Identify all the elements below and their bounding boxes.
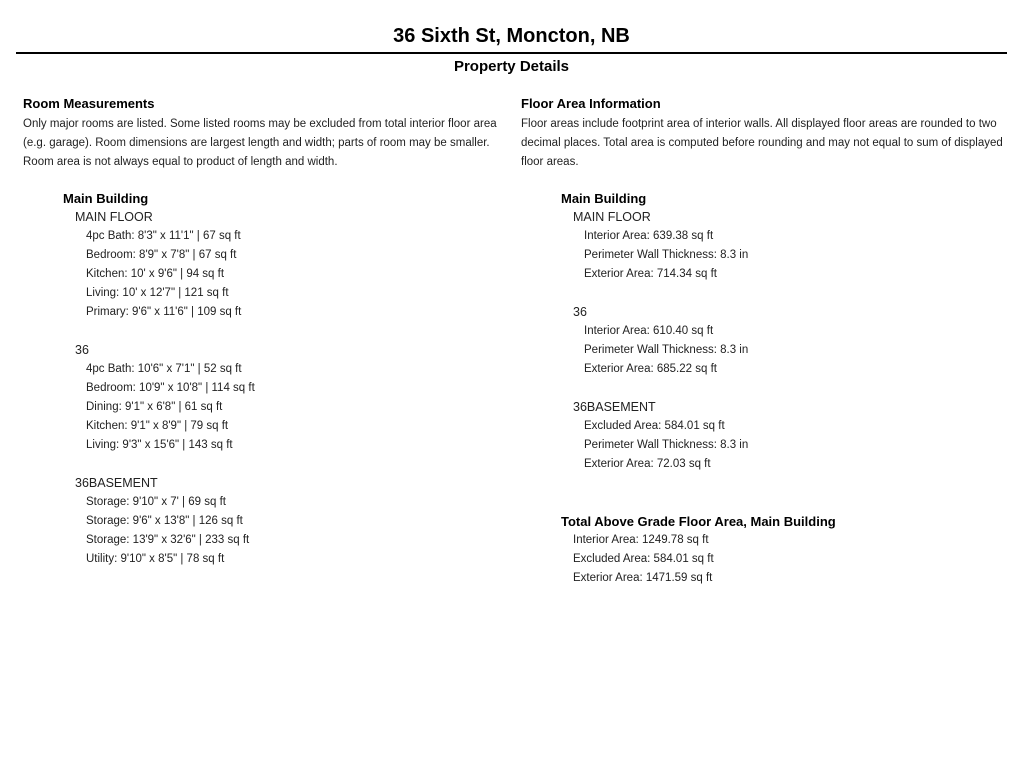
room-measurement-line: Bedroom: 10'9" x 10'8" | 114 sq ft xyxy=(86,382,255,394)
room-measurements-heading: Room Measurements xyxy=(23,96,155,111)
room-measurement-line: 4pc Bath: 10'6" x 7'1" | 52 sq ft xyxy=(86,363,242,375)
room-measurements-section: Room Measurements Only major rooms are l… xyxy=(23,95,501,588)
floor-area-heading: Floor Area Information xyxy=(521,96,661,111)
floor-list: MAIN FLOOR Interior Area: 639.38 sq ft P… xyxy=(521,208,1003,474)
floor-area-line: Exterior Area: 685.22 sq ft xyxy=(584,363,717,375)
floor-area-line: Exterior Area: 72.03 sq ft xyxy=(584,458,711,470)
floor-area-line: Interior Area: 610.40 sq ft xyxy=(584,325,714,337)
property-details-page: 36 Sixth St, Moncton, NB Property Detail… xyxy=(0,25,1023,588)
floor-name: MAIN FLOOR xyxy=(573,210,651,224)
floor-list: MAIN FLOOR 4pc Bath: 8'3" x 11'1" | 67 s… xyxy=(23,208,501,569)
area-list: Interior Area: 639.38 sq ft Perimeter Wa… xyxy=(521,227,1003,284)
building-name: Main Building xyxy=(561,191,647,206)
floor-name: 36 xyxy=(75,343,89,357)
room-measurement-line: Kitchen: 10' x 9'6" | 94 sq ft xyxy=(86,268,225,280)
floor-area-line: Interior Area: 639.38 sq ft xyxy=(584,230,714,242)
room-measurement-line: Kitchen: 9'1" x 8'9" | 79 sq ft xyxy=(86,420,229,432)
floor-group: 36BASEMENT Excluded Area: 584.01 sq ft P… xyxy=(521,398,1003,474)
floor-name: 36BASEMENT xyxy=(75,476,158,490)
floor-area-line: Excluded Area: 584.01 sq ft xyxy=(584,420,725,432)
room-measurement-line: Utility: 9'10" x 8'5" | 78 sq ft xyxy=(86,553,225,565)
floor-area-line: Perimeter Wall Thickness: 8.3 in xyxy=(584,344,749,356)
floor-area-line: Exterior Area: 714.34 sq ft xyxy=(584,268,717,280)
area-list: Excluded Area: 584.01 sq ft Perimeter Wa… xyxy=(521,417,1003,474)
total-area-line: Excluded Area: 584.01 sq ft xyxy=(573,553,714,565)
floor-area-information-section: Floor Area Information Floor areas inclu… xyxy=(521,95,1003,588)
room-list: Storage: 9'10" x 7' | 69 sq ft Storage: … xyxy=(23,493,501,569)
floor-group: 36 4pc Bath: 10'6" x 7'1" | 52 sq ft Bed… xyxy=(23,341,501,455)
room-measurement-line: Bedroom: 8'9" x 7'8" | 67 sq ft xyxy=(86,249,237,261)
room-measurement-line: Storage: 9'6" x 13'8" | 126 sq ft xyxy=(86,515,243,527)
floor-group: 36 Interior Area: 610.40 sq ft Perimeter… xyxy=(521,303,1003,379)
floor-name: MAIN FLOOR xyxy=(75,210,153,224)
total-area-list: Interior Area: 1249.78 sq ft Excluded Ar… xyxy=(521,531,1003,588)
total-area-line: Exterior Area: 1471.59 sq ft xyxy=(573,572,713,584)
room-measurement-line: Dining: 9'1" x 6'8" | 61 sq ft xyxy=(86,401,223,413)
content-columns: Room Measurements Only major rooms are l… xyxy=(0,95,1023,588)
floor-group: MAIN FLOOR Interior Area: 639.38 sq ft P… xyxy=(521,208,1003,284)
room-measurements-description: Only major rooms are listed. Some listed… xyxy=(23,118,497,168)
header-divider xyxy=(16,52,1007,54)
room-measurement-line: Primary: 9'6" x 11'6" | 109 sq ft xyxy=(86,306,242,318)
floor-area-building: Main Building MAIN FLOOR Interior Area: … xyxy=(521,189,1003,474)
floor-group: MAIN FLOOR 4pc Bath: 8'3" x 11'1" | 67 s… xyxy=(23,208,501,322)
floor-area-description: Floor areas include footprint area of in… xyxy=(521,118,1003,168)
room-measurement-line: Living: 10' x 12'7" | 121 sq ft xyxy=(86,287,229,299)
room-measurement-line: Storage: 9'10" x 7' | 69 sq ft xyxy=(86,496,226,508)
building-name: Main Building xyxy=(63,191,149,206)
room-list: 4pc Bath: 10'6" x 7'1" | 52 sq ft Bedroo… xyxy=(23,360,501,455)
floor-group: 36BASEMENT Storage: 9'10" x 7' | 69 sq f… xyxy=(23,474,501,569)
room-measurement-line: Living: 9'3" x 15'6" | 143 sq ft xyxy=(86,439,233,451)
floor-area-line: Perimeter Wall Thickness: 8.3 in xyxy=(584,439,749,451)
floor-area-line: Perimeter Wall Thickness: 8.3 in xyxy=(584,249,749,261)
floor-name: 36BASEMENT xyxy=(573,400,656,414)
room-list: 4pc Bath: 8'3" x 11'1" | 67 sq ft Bedroo… xyxy=(23,227,501,322)
total-area-line: Interior Area: 1249.78 sq ft xyxy=(573,534,709,546)
page-subtitle: Property Details xyxy=(453,58,570,75)
total-above-grade-heading: Total Above Grade Floor Area, Main Build… xyxy=(561,514,836,529)
room-measurement-line: 4pc Bath: 8'3" x 11'1" | 67 sq ft xyxy=(86,230,241,242)
room-measurements-building: Main Building MAIN FLOOR 4pc Bath: 8'3" … xyxy=(23,189,501,569)
total-above-grade-block: Total Above Grade Floor Area, Main Build… xyxy=(521,512,1003,588)
room-measurement-line: Storage: 13'9" x 32'6" | 233 sq ft xyxy=(86,534,250,546)
area-list: Interior Area: 610.40 sq ft Perimeter Wa… xyxy=(521,322,1003,379)
floor-name: 36 xyxy=(573,305,587,319)
page-title: 36 Sixth St, Moncton, NB xyxy=(393,25,630,47)
